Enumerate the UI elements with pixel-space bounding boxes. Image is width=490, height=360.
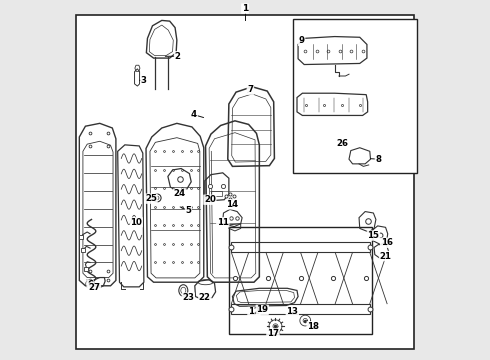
Text: 9: 9 — [299, 36, 305, 45]
Text: 12: 12 — [248, 307, 260, 316]
Text: 23: 23 — [182, 293, 195, 302]
Text: 2: 2 — [174, 52, 181, 61]
Text: 21: 21 — [380, 252, 392, 261]
Text: 16: 16 — [381, 238, 392, 247]
Text: 26: 26 — [337, 139, 348, 148]
Text: 25: 25 — [145, 194, 157, 203]
Text: 20: 20 — [204, 195, 216, 204]
Bar — [294, 19, 417, 173]
Bar — [229, 226, 372, 334]
Text: 5: 5 — [185, 206, 191, 215]
Text: 6: 6 — [87, 280, 93, 289]
Text: 8: 8 — [375, 155, 381, 164]
Text: 19: 19 — [256, 305, 268, 314]
Text: 24: 24 — [173, 189, 186, 198]
Text: 27: 27 — [88, 283, 100, 292]
Text: 22: 22 — [199, 293, 211, 302]
Text: 3: 3 — [141, 76, 147, 85]
Text: 11: 11 — [217, 218, 229, 227]
Text: 7: 7 — [247, 85, 253, 94]
Text: 10: 10 — [130, 218, 142, 227]
Text: 18: 18 — [307, 322, 319, 331]
Text: 13: 13 — [286, 307, 298, 316]
Text: 4: 4 — [191, 110, 197, 119]
Text: 15: 15 — [368, 231, 379, 240]
Text: 1: 1 — [242, 4, 248, 13]
Text: 14: 14 — [226, 200, 239, 209]
Text: 17: 17 — [267, 329, 279, 338]
